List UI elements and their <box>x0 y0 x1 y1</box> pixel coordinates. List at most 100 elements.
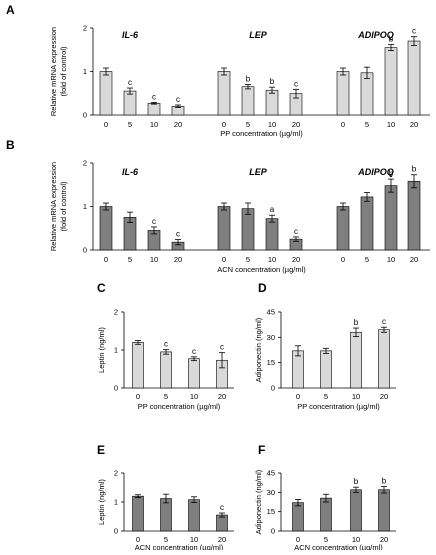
panel-f-bar <box>292 502 304 532</box>
panel-b-sig-letter: b <box>412 165 417 174</box>
panel-b-bar <box>265 218 279 251</box>
panel-b-sig-letter: c <box>152 217 156 226</box>
panel-b-x-tick-label: 5 <box>246 255 250 264</box>
panel-b-x-title: ACN concentration (µg/ml) <box>217 265 306 274</box>
panel-b-x-tick-label: 0 <box>104 255 108 264</box>
panel-f-bar <box>350 489 362 532</box>
panel-a-sig-letter: c <box>152 92 156 101</box>
panel-c-y-tick-label: 0 <box>114 384 118 393</box>
panel-a-bar <box>360 72 374 116</box>
panel-e-y-title: Leptin (ng/ml) <box>97 479 106 525</box>
panel-c-y-title: Leptin (ng/ml) <box>97 327 106 373</box>
panel-d-bar <box>292 350 304 389</box>
panel-b-bar <box>336 206 350 251</box>
panel-c-bar <box>188 358 200 389</box>
panel-d-letter: D <box>258 281 267 295</box>
panel-b-x-tick-label: 5 <box>365 255 369 264</box>
panel-a-bar <box>123 90 137 116</box>
panel-d-y-tick-label: 45 <box>267 308 275 317</box>
panel-b-y-tick-label: 2 <box>83 159 87 168</box>
panel-e-x-tick-label: 10 <box>190 535 198 544</box>
panel-c-x-tick-label: 0 <box>136 392 140 401</box>
panel-a-y-tick-label: 0 <box>83 111 87 120</box>
panel-b-bar <box>217 206 231 251</box>
panel-a-y-title-line1: Relative mRNA expression <box>49 27 58 116</box>
panel-f-bar <box>378 489 390 532</box>
panel-f-x-tick-label: 10 <box>352 535 360 544</box>
panel-f-x-tick-label: 20 <box>380 535 388 544</box>
panel-a-sig-letter: c <box>176 95 180 104</box>
panel-a-x-tick-label: 20 <box>410 120 418 129</box>
panel-b-x-tick-label: 10 <box>268 255 276 264</box>
panel-a-sig-letter: b <box>389 35 394 44</box>
panel-b-y-title-line1: Relative mRNA expression <box>49 162 58 251</box>
panel-d-y-title: Adiponectin (ng/ml) <box>254 317 263 382</box>
panel-a-sig-letter: c <box>128 78 132 87</box>
panel-f-letter: F <box>258 443 265 457</box>
panel-b-y-title-line2: (fold of control) <box>59 181 68 232</box>
panel-b-letter: B <box>6 138 15 152</box>
panel-d-x-tick-label: 20 <box>380 392 388 401</box>
panel-d-x-title: PP concentration (µg/ml) <box>297 402 380 411</box>
panel-a-x-title: PP concentration (µg/ml) <box>220 129 303 138</box>
panel-a-x-tick-label: 5 <box>246 120 250 129</box>
panel-b-bar <box>360 196 374 251</box>
panel-d-sig-letter: c <box>382 317 386 326</box>
panel-b-x-tick-label: 20 <box>410 255 418 264</box>
panel-a-bar <box>407 40 421 116</box>
panel-a-bar <box>147 102 161 116</box>
panel-d-x-tick-label: 10 <box>352 392 360 401</box>
panel-f-y-tick-label: 0 <box>271 527 275 536</box>
panel-f-y-tick-label: 45 <box>267 469 275 478</box>
panel-a-bar <box>217 71 231 116</box>
panel-d-y-tick-label: 15 <box>267 358 275 367</box>
panel-c-x-tick-label: 5 <box>164 392 168 401</box>
panel-b-bar <box>407 180 421 251</box>
panel-f-x-tick-label: 0 <box>296 535 300 544</box>
panel-d-sig-letter: b <box>354 318 359 327</box>
panel-a-y-tick-label: 1 <box>83 67 87 76</box>
panel-f-bar <box>320 497 332 532</box>
panel-a-sig-letter: b <box>246 75 251 84</box>
panel-a-x-tick-label: 0 <box>104 120 108 129</box>
panel-b-bar <box>384 185 398 251</box>
panel-d-x-tick-label: 5 <box>324 392 328 401</box>
panel-a-x-tick-label: 10 <box>387 120 395 129</box>
panel-c-x-tick-label: 20 <box>218 392 226 401</box>
panel-a-bar <box>384 47 398 116</box>
panel-d-y-tick-label: 0 <box>271 384 275 393</box>
panel-e-bar <box>160 498 172 532</box>
panel-c-letter: C <box>97 281 106 295</box>
panel-a-x-tick-label: 5 <box>128 120 132 129</box>
panel-e-x-tick-label: 0 <box>136 535 140 544</box>
panel-a-bar <box>336 71 350 116</box>
panel-b-sig-letter: c <box>294 227 298 236</box>
panel-c-x-title: PP concentration (µg/ml) <box>138 402 221 411</box>
panel-c-y-tick-label: 1 <box>114 346 118 355</box>
panel-b-sig-letter: c <box>176 230 180 239</box>
panel-e-y-tick-label: 2 <box>114 469 118 478</box>
panel-b-y-tick-label: 0 <box>83 246 87 255</box>
panel-d-x-tick-label: 0 <box>296 392 300 401</box>
panel-a-gene-label: IL-6 <box>122 30 139 40</box>
panel-d-bar <box>350 331 362 389</box>
panel-a-gene-label: ADIPOQ <box>357 30 394 40</box>
panel-a-bar <box>265 89 279 116</box>
panel-e-bar <box>132 495 144 532</box>
panel-a-letter: A <box>6 3 15 17</box>
panel-a-sig-letter: b <box>270 77 275 86</box>
panel-d-bar <box>378 329 390 389</box>
panel-a-x-tick-label: 5 <box>365 120 369 129</box>
panel-d-bar <box>320 350 332 389</box>
panel-b-y-tick-label: 1 <box>83 202 87 211</box>
panel-c-sig-letter: c <box>220 343 224 352</box>
panel-b-x-tick-label: 10 <box>387 255 395 264</box>
panel-a-x-tick-label: 20 <box>174 120 182 129</box>
panel-b-x-tick-label: 20 <box>174 255 182 264</box>
panel-a-x-tick-label: 10 <box>150 120 158 129</box>
panel-a-gene-label: LEP <box>249 30 268 40</box>
panel-a-bar <box>241 86 255 116</box>
panel-b-sig-letter: b <box>389 169 394 178</box>
panel-e-x-title: ACN concentration (µg/ml) <box>135 543 224 550</box>
